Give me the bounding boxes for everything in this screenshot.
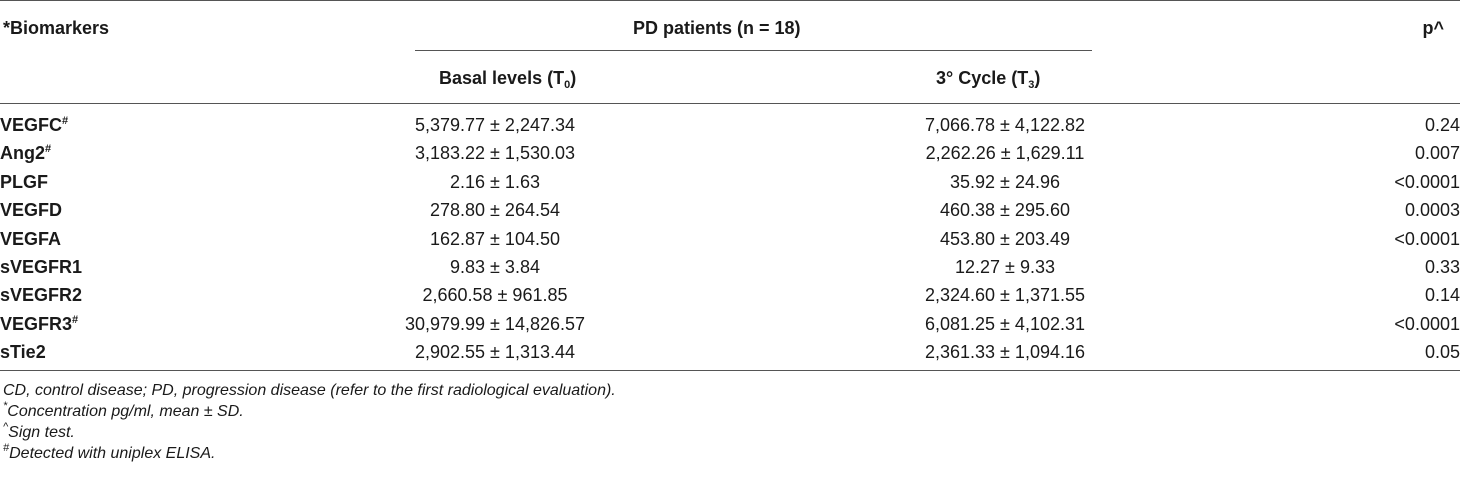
third-cycle-value: 460.38 ± 295.60 [940, 200, 1070, 221]
biomarker-table: VEGFC# 5,379.77 ± 2,247.34 7,066.78 ± 4,… [0, 111, 1460, 367]
p-value: 0.007 [1414, 143, 1460, 164]
third-cycle-value: 2,262.26 ± 1,629.11 [925, 143, 1085, 164]
table-row: VEGFD 278.80 ± 264.54 460.38 ± 295.60 0.… [0, 196, 1460, 224]
third-cycle-value: 6,081.25 ± 4,102.31 [924, 313, 1085, 334]
header-bottom-rule [0, 103, 1460, 104]
basal-value: 3,183.22 ± 1,530.03 [414, 143, 575, 164]
basal-value: 5,379.77 ± 2,247.34 [414, 115, 575, 135]
header-group: PD patients (n = 18) [633, 18, 801, 38]
table-row: PLGF 2.16 ± 1.63 35.92 ± 24.96 <0.0001 [0, 168, 1460, 196]
p-value: <0.0001 [1394, 313, 1460, 334]
p-value: 0.14 [1424, 285, 1460, 306]
p-value: <0.0001 [1394, 171, 1460, 192]
table-row: sVEGFR1 9.83 ± 3.84 12.27 ± 9.33 0.33 [0, 253, 1460, 281]
biomarker-name: PLGF [0, 171, 48, 192]
group-rule [415, 50, 1092, 51]
table-row: VEGFA 162.87 ± 104.50 453.80 ± 203.49 <0… [0, 225, 1460, 253]
biomarker-name: sVEGFR2 [0, 285, 83, 306]
footnote-concentration: *Concentration pg/ml, mean ± SD. [3, 400, 244, 421]
table-row: sTie2 2,902.55 ± 1,313.44 2,361.33 ± 1,0… [0, 338, 1460, 366]
header-third-cycle: 3° Cycle (T3) [936, 68, 1041, 91]
basal-value: 278.80 ± 264.54 [430, 200, 560, 221]
third-cycle-value: 7,066.78 ± 4,122.82 [924, 115, 1085, 135]
basal-value: 162.87 ± 104.50 [430, 228, 560, 249]
third-cycle-value: 2,324.60 ± 1,371.55 [924, 285, 1085, 306]
footnote-sign-test: ^Sign test. [3, 421, 75, 442]
basal-value: 2.16 ± 1.63 [450, 171, 540, 192]
header-basal-levels: Basal levels (T0) [439, 68, 577, 91]
table-row: Ang2# 3,183.22 ± 1,530.03 2,262.26 ± 1,6… [0, 139, 1460, 167]
p-value: 0.05 [1424, 342, 1460, 363]
table-row: VEGFR3# 30,979.99 ± 14,826.57 6,081.25 ±… [0, 310, 1460, 338]
p-value: 0.0003 [1404, 200, 1460, 221]
header-biomarkers: *Biomarkers [3, 18, 110, 38]
footnote-abbreviations: CD, control disease; PD, progression dis… [3, 382, 616, 399]
table-bottom-rule [0, 370, 1460, 371]
top-rule [0, 0, 1460, 1]
biomarker-name: sTie2 [0, 342, 46, 363]
basal-value: 2,660.58 ± 961.85 [422, 285, 568, 306]
biomarker-name: VEGFR3# [0, 313, 79, 334]
table-row: VEGFC# 5,379.77 ± 2,247.34 7,066.78 ± 4,… [0, 111, 1460, 139]
biomarker-name: Ang2# [0, 143, 52, 164]
basal-value: 9.83 ± 3.84 [450, 257, 540, 278]
p-value: 0.24 [1424, 115, 1460, 135]
third-cycle-value: 35.92 ± 24.96 [950, 171, 1060, 192]
third-cycle-value: 2,361.33 ± 1,094.16 [924, 342, 1085, 363]
biomarker-name: VEGFA [0, 228, 62, 249]
basal-value: 2,902.55 ± 1,313.44 [414, 342, 575, 363]
footnote-elisa: #Detected with uniplex ELISA. [3, 442, 216, 463]
header-p: p^ [1422, 18, 1444, 38]
biomarker-name: VEGFC# [0, 115, 69, 135]
third-cycle-value: 12.27 ± 9.33 [955, 257, 1055, 278]
table-footnotes: CD, control disease; PD, progression dis… [3, 380, 616, 464]
table-row: sVEGFR2 2,660.58 ± 961.85 2,324.60 ± 1,3… [0, 281, 1460, 309]
biomarker-name: sVEGFR1 [0, 257, 83, 278]
biomarker-name: VEGFD [0, 200, 63, 221]
p-value: 0.33 [1424, 257, 1460, 278]
p-value: <0.0001 [1394, 228, 1460, 249]
third-cycle-value: 453.80 ± 203.49 [940, 228, 1070, 249]
basal-value: 30,979.99 ± 14,826.57 [404, 313, 586, 334]
